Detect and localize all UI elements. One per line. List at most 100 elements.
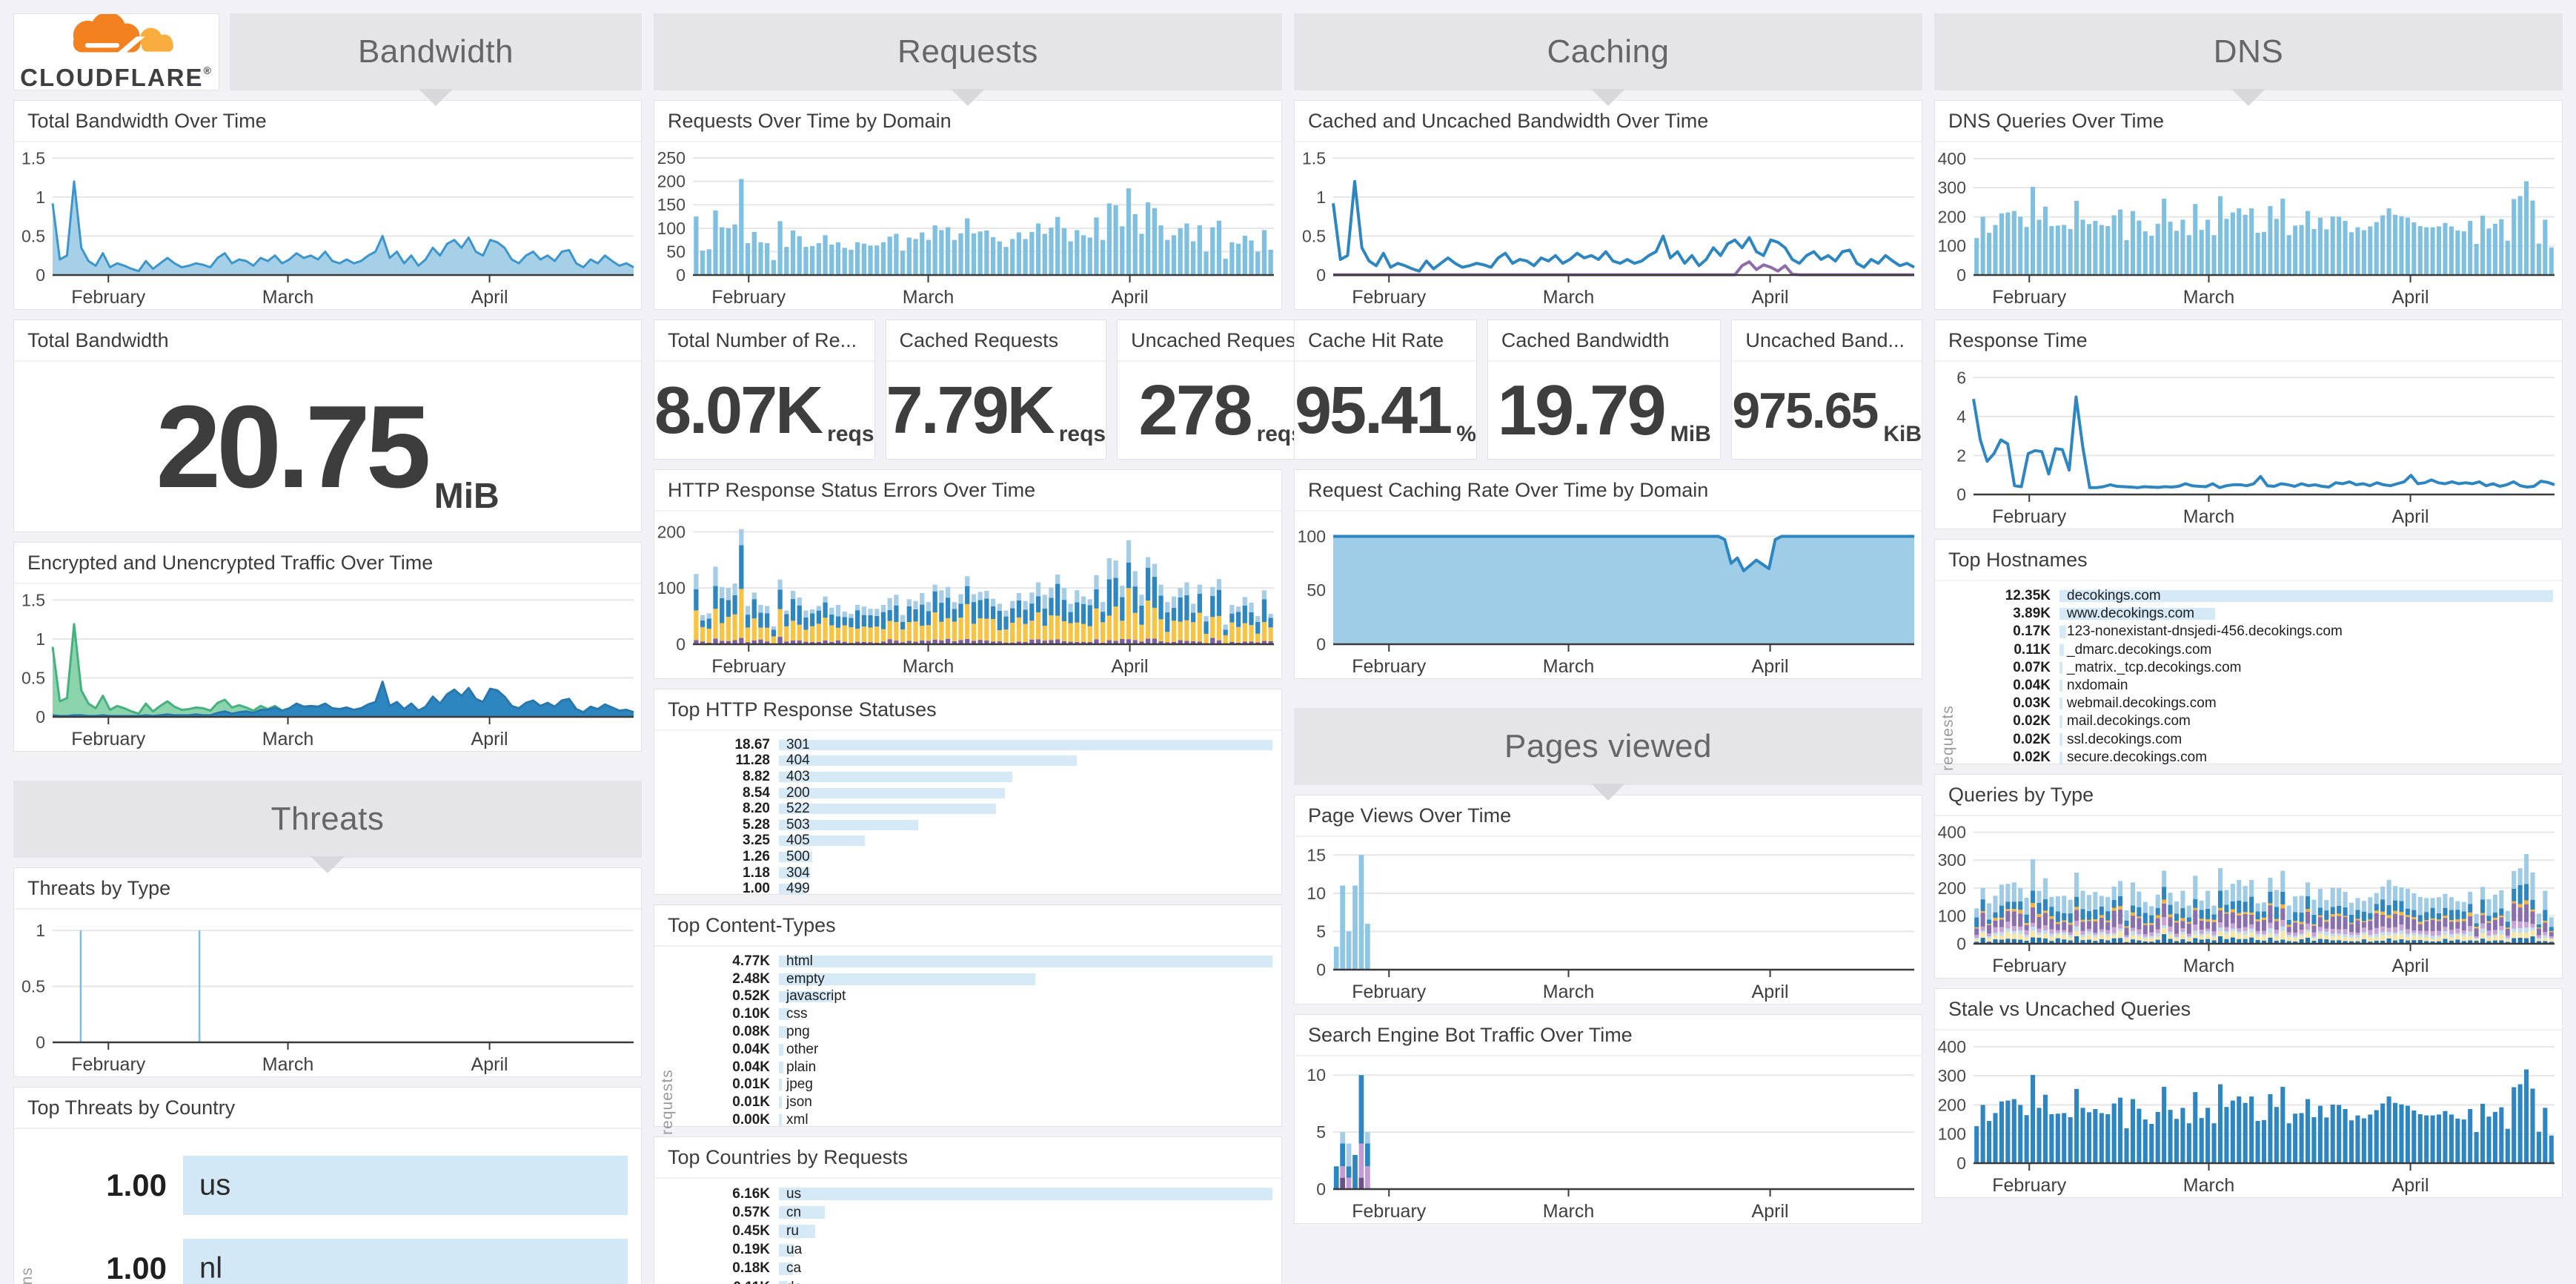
svg-text:February: February (1352, 287, 1427, 308)
list-item-value: 0.01K (732, 1076, 770, 1093)
stale-uncached-bar-chart[interactable]: 0 100 200 300 400 February March April (1935, 1030, 2562, 1197)
caching-stats-row: Cache Hit Rate 95.41% Cached Bandwidth 1… (1294, 320, 1922, 460)
list-item-label: javascript (786, 988, 846, 1005)
list-item-label: secure.decokings.com (2067, 749, 2208, 765)
list-item-value: 0.11K (2014, 641, 2051, 658)
chart-canvas: 0 100 200 300 400 February March April (1938, 1037, 2555, 1196)
column-requests: Requests Requests Over Time by Domain 0 5… (654, 13, 1326, 1284)
requests-over-time-bar-chart[interactable]: 0 50 100 150 200 250 February March April (654, 142, 1281, 309)
list-item-bar (183, 1156, 628, 1215)
panel-title: Search Engine Bot Traffic Over Time (1295, 1015, 1922, 1056)
total-bandwidth-area-chart[interactable]: 0 0.5 1 1.5 February March April (14, 142, 641, 309)
svg-text:April: April (1752, 982, 1789, 1002)
svg-text:April: April (471, 1054, 508, 1075)
chart-canvas: 0 50 100 150 200 250 February March April (657, 148, 1274, 308)
svg-text:5: 5 (1316, 921, 1326, 941)
stat-value: 95.41 (1295, 373, 1453, 448)
svg-text:1: 1 (36, 188, 45, 207)
list-item-value: 0.11K (690, 1280, 779, 1284)
stat-cached-requests: Cached Requests 7.79K reqs (885, 320, 1107, 460)
stat-label: Total Number of Re... (654, 320, 874, 362)
svg-text:February: February (71, 287, 146, 308)
chart-canvas: 0 2 4 6 February March April (1956, 368, 2555, 527)
encrypted-traffic-area-chart[interactable]: 0 0.5 1 1.5 February March April (14, 584, 641, 751)
svg-text:0.5: 0.5 (1302, 226, 1326, 245)
panel-title: Top Hostnames (1935, 540, 2562, 581)
svg-text:February: February (1992, 1175, 2067, 1196)
svg-text:400: 400 (1938, 1037, 1966, 1056)
section-header-caching[interactable]: Caching (1294, 13, 1922, 90)
panel-title: Threats by Type (14, 868, 641, 910)
stat-label: Cached Bandwidth (1487, 320, 1721, 362)
chart-canvas: 0 0.5 1 February March April (21, 921, 634, 1075)
list-item-bar (779, 1096, 782, 1109)
section-header-pages-viewed[interactable]: Pages viewed (1294, 708, 1922, 785)
section-header-bandwidth[interactable]: Bandwidth (230, 13, 642, 90)
list-item-label: 522 (786, 801, 810, 817)
stat-uncached-bandwidth: Uncached Band... 975.65 KiB (1731, 320, 1922, 460)
svg-text:10: 10 (1307, 1065, 1326, 1085)
stat-unit: KiB (1883, 422, 1922, 446)
panel-dns-queries: DNS Queries Over Time 0 100 200 300 400 Febru… (1934, 100, 2563, 310)
caching-rate-area-chart[interactable]: 0 50 100 February March April (1295, 512, 1922, 678)
response-time-line-chart[interactable]: 0 2 4 6 February March April (1935, 362, 2562, 529)
threats-by-type-bar-chart[interactable]: 0 0.5 1 February March April (14, 910, 641, 1076)
svg-text:400: 400 (1938, 823, 1966, 842)
svg-text:April: April (1752, 1201, 1789, 1222)
list-item-bar (779, 1225, 815, 1238)
svg-text:0: 0 (1316, 635, 1326, 654)
top-hostnames-list: requests 12.35K decokings.com 3.89K www.deco… (1935, 581, 2562, 771)
http-errors-stacked-chart[interactable]: 0 100 200 February March April (654, 512, 1281, 678)
list-item-value: 6.16K (732, 1185, 770, 1202)
list-item-value: 0.04K (732, 1041, 770, 1057)
svg-text:0: 0 (1956, 265, 1966, 285)
svg-text:February: February (1352, 656, 1427, 677)
svg-text:0: 0 (1956, 934, 1966, 953)
list-item: 4.77K html (690, 953, 1272, 970)
chart-canvas: 0 0.5 1 1.5 February March April (21, 590, 634, 749)
list-item-label: 123-nonexistant-dnsjedi-456.decokings.co… (2067, 623, 2343, 640)
svg-text:1.5: 1.5 (21, 590, 45, 609)
search-bots-stacked-chart[interactable]: 0 5 10 February March April (1295, 1056, 1922, 1223)
list-item-label: nl (199, 1251, 223, 1284)
list-item-label: ssl.decokings.com (2067, 731, 2182, 747)
stat-value: 20.75 (156, 381, 431, 512)
svg-text:March: March (2183, 1175, 2234, 1196)
panel-search-bots: Search Engine Bot Traffic Over Time 0 5 10… (1294, 1014, 1922, 1224)
list-item: 0.00K xml (690, 1111, 1272, 1129)
cached-uncached-line-chart[interactable]: 0 0.5 1 1.5 February March April (1295, 142, 1922, 309)
list-item-value: 0.04K (732, 1059, 770, 1075)
queries-by-type-stacked-chart[interactable]: 0 100 200 300 400 February March April (1935, 816, 2562, 978)
list-item-value: 0.02K (2013, 731, 2051, 747)
chart-canvas: 0 5 10 15 February March April (1307, 845, 1914, 1002)
panel-threats-by-type: Threats by Type 0 0.5 1 February March April (13, 867, 642, 1077)
panel-top-content-types: Top Content-Types requests 4.77K html 2.48K… (654, 904, 1282, 1135)
stat-unit: MiB (1670, 422, 1711, 446)
svg-text:1.5: 1.5 (21, 148, 45, 168)
svg-text:February: February (71, 1054, 146, 1075)
svg-text:50: 50 (1307, 580, 1326, 600)
list-item-value: 1.18 (743, 864, 770, 881)
list-item-bar (2059, 715, 2062, 728)
section-header-dns[interactable]: DNS (1934, 13, 2563, 90)
list-item-bar (779, 1008, 789, 1021)
list-item-value: 0.07K (2013, 659, 2051, 675)
panel-total-bandwidth: Total Bandwidth 20.75 MiB (13, 320, 642, 532)
panel-title: Page Views Over Time (1295, 795, 1922, 837)
stat-value: 278 (1138, 370, 1252, 450)
list-item-bar (779, 819, 919, 830)
panel-title: Response Time (1935, 320, 2562, 362)
svg-text:April: April (2392, 506, 2429, 527)
svg-text:4: 4 (1956, 407, 1966, 426)
list-item-bar (779, 1026, 788, 1039)
list-item-value: 8.54 (743, 784, 770, 801)
section-header-requests[interactable]: Requests (654, 13, 1282, 90)
section-header-threats[interactable]: Threats (13, 781, 642, 858)
svg-text:March: March (903, 656, 954, 677)
svg-text:0: 0 (1316, 1179, 1326, 1199)
list-item-value: 2.48K (732, 970, 770, 987)
dns-queries-bar-chart[interactable]: 0 100 200 300 400 February March April (1935, 142, 2562, 309)
list-item: 0.04K plain (690, 1059, 1272, 1076)
page-views-bar-chart[interactable]: 0 5 10 15 February March April (1295, 837, 1922, 1004)
